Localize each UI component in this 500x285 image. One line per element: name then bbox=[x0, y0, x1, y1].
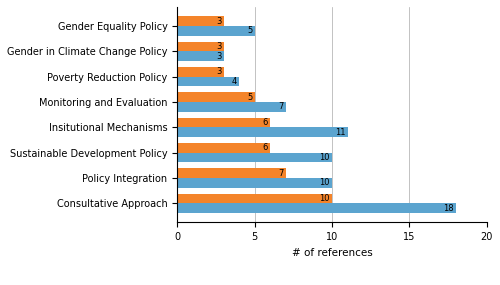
Bar bbox=[177, 16, 224, 26]
Text: 4: 4 bbox=[232, 77, 237, 86]
Text: 3: 3 bbox=[216, 67, 222, 76]
Text: 10: 10 bbox=[319, 194, 330, 203]
Bar bbox=[177, 143, 270, 153]
Bar bbox=[177, 51, 224, 61]
Text: 18: 18 bbox=[443, 203, 454, 213]
Text: 11: 11 bbox=[334, 128, 345, 137]
Text: 7: 7 bbox=[278, 169, 283, 178]
Bar bbox=[177, 26, 254, 36]
Bar bbox=[177, 203, 456, 213]
Bar bbox=[177, 77, 239, 86]
Text: 3: 3 bbox=[216, 17, 222, 26]
Bar bbox=[177, 102, 286, 112]
Bar bbox=[177, 127, 348, 137]
Text: 6: 6 bbox=[262, 118, 268, 127]
Bar bbox=[177, 168, 286, 178]
Text: 7: 7 bbox=[278, 102, 283, 111]
Text: 5: 5 bbox=[247, 26, 252, 35]
Text: 10: 10 bbox=[319, 153, 330, 162]
Bar bbox=[177, 67, 224, 77]
Text: 5: 5 bbox=[247, 93, 252, 102]
Text: 3: 3 bbox=[216, 42, 222, 51]
Text: 6: 6 bbox=[262, 143, 268, 152]
Text: 10: 10 bbox=[319, 178, 330, 187]
Bar bbox=[177, 153, 332, 162]
Bar bbox=[177, 92, 254, 102]
Bar bbox=[177, 42, 224, 51]
Text: 3: 3 bbox=[216, 52, 222, 61]
Bar bbox=[177, 118, 270, 127]
Bar bbox=[177, 194, 332, 203]
X-axis label: # of references: # of references bbox=[292, 248, 372, 258]
Bar bbox=[177, 178, 332, 188]
